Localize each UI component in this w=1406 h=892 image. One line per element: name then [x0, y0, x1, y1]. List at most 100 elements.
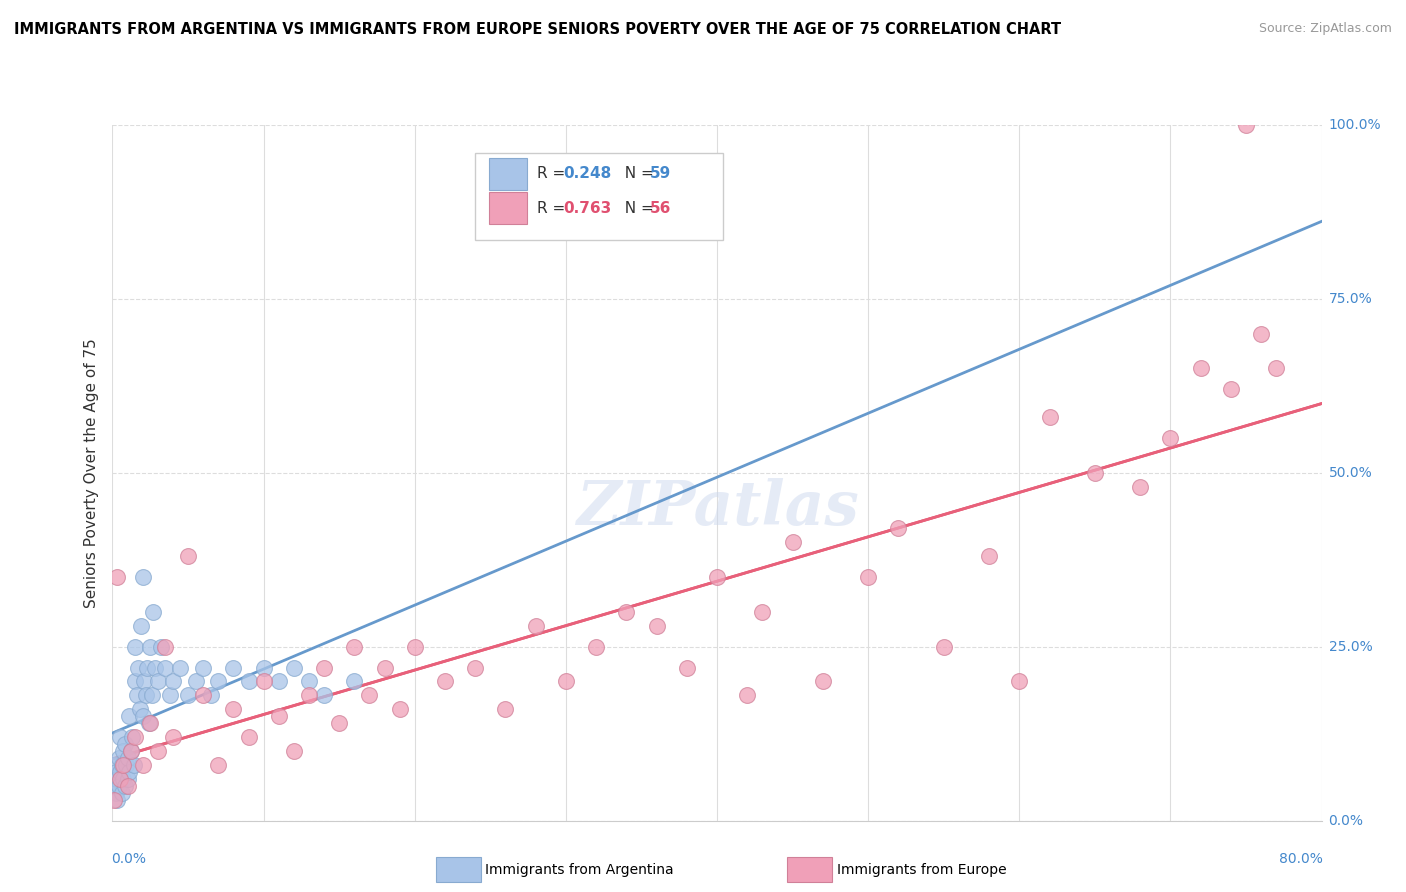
- Point: [138, 716, 160, 731]
- Point: [142, 605, 165, 619]
- Text: 25.0%: 25.0%: [1329, 640, 1372, 654]
- Text: N =: N =: [616, 201, 659, 216]
- FancyBboxPatch shape: [475, 153, 723, 240]
- Point: [1008, 674, 1031, 689]
- Point: [136, 660, 159, 674]
- Point: [104, 786, 127, 800]
- Text: Immigrants from Europe: Immigrants from Europe: [837, 863, 1007, 877]
- Point: [110, 786, 132, 800]
- Point: [114, 737, 136, 751]
- Point: [146, 744, 169, 758]
- Point: [782, 535, 804, 549]
- Text: IMMIGRANTS FROM ARGENTINA VS IMMIGRANTS FROM EUROPE SENIORS POVERTY OVER THE AGE: IMMIGRANTS FROM ARGENTINA VS IMMIGRANTS …: [14, 22, 1062, 37]
- Point: [1265, 361, 1288, 376]
- Point: [105, 793, 128, 807]
- Point: [1159, 431, 1181, 445]
- Point: [146, 674, 169, 689]
- Point: [645, 619, 668, 633]
- Point: [128, 702, 150, 716]
- Point: [162, 730, 184, 744]
- Point: [737, 689, 759, 703]
- Point: [222, 660, 245, 674]
- Point: [127, 660, 149, 674]
- Point: [139, 640, 162, 654]
- Point: [434, 674, 457, 689]
- Point: [117, 779, 139, 793]
- Point: [200, 689, 222, 703]
- Point: [159, 689, 181, 703]
- Point: [155, 660, 177, 674]
- Point: [887, 521, 910, 535]
- Text: Source: ZipAtlas.com: Source: ZipAtlas.com: [1258, 22, 1392, 36]
- Point: [139, 716, 162, 731]
- Point: [751, 605, 773, 619]
- Y-axis label: Seniors Poverty Over the Age of 75: Seniors Poverty Over the Age of 75: [83, 338, 98, 607]
- Point: [1038, 410, 1062, 425]
- Point: [103, 793, 125, 807]
- Point: [177, 549, 200, 564]
- Point: [191, 660, 215, 674]
- Point: [115, 758, 138, 772]
- Text: 59: 59: [650, 166, 671, 181]
- Text: 100.0%: 100.0%: [1329, 118, 1381, 132]
- Point: [238, 674, 260, 689]
- Point: [132, 758, 155, 772]
- Point: [143, 660, 166, 674]
- Point: [129, 619, 152, 633]
- Text: 80.0%: 80.0%: [1279, 852, 1323, 866]
- Point: [107, 779, 129, 793]
- Text: 0.0%: 0.0%: [111, 852, 146, 866]
- Point: [112, 772, 135, 786]
- Point: [135, 689, 157, 703]
- Text: 50.0%: 50.0%: [1329, 466, 1372, 480]
- Point: [121, 730, 143, 744]
- Point: [314, 660, 336, 674]
- Point: [112, 758, 135, 772]
- Point: [124, 674, 146, 689]
- Point: [110, 758, 132, 772]
- FancyBboxPatch shape: [488, 158, 527, 190]
- Text: Immigrants from Argentina: Immigrants from Argentina: [485, 863, 673, 877]
- Point: [343, 640, 366, 654]
- Point: [107, 751, 129, 765]
- Point: [122, 758, 145, 772]
- Point: [169, 660, 191, 674]
- Point: [1220, 382, 1243, 396]
- Point: [184, 674, 207, 689]
- Text: R =: R =: [537, 201, 569, 216]
- Point: [932, 640, 955, 654]
- Point: [404, 640, 426, 654]
- Point: [238, 730, 260, 744]
- Point: [359, 689, 381, 703]
- Point: [124, 640, 146, 654]
- Point: [108, 764, 131, 779]
- Point: [253, 660, 276, 674]
- Point: [104, 764, 127, 779]
- Point: [103, 758, 125, 772]
- Text: 0.248: 0.248: [564, 166, 612, 181]
- Point: [207, 674, 229, 689]
- Point: [1189, 361, 1212, 376]
- Point: [114, 779, 136, 793]
- Point: [155, 640, 177, 654]
- Point: [283, 744, 305, 758]
- Point: [1234, 118, 1257, 132]
- Point: [124, 730, 146, 744]
- Text: 0.763: 0.763: [564, 201, 612, 216]
- Point: [132, 709, 155, 723]
- Point: [117, 772, 139, 786]
- Point: [103, 779, 125, 793]
- Text: ZIPatlas: ZIPatlas: [575, 477, 859, 538]
- Point: [118, 764, 141, 779]
- Point: [524, 619, 547, 633]
- Point: [132, 570, 155, 584]
- Point: [706, 570, 728, 584]
- Point: [108, 772, 131, 786]
- Point: [267, 709, 290, 723]
- Point: [253, 674, 276, 689]
- Point: [125, 689, 148, 703]
- Point: [1129, 480, 1152, 494]
- Point: [120, 744, 142, 758]
- Point: [118, 709, 141, 723]
- Point: [616, 605, 638, 619]
